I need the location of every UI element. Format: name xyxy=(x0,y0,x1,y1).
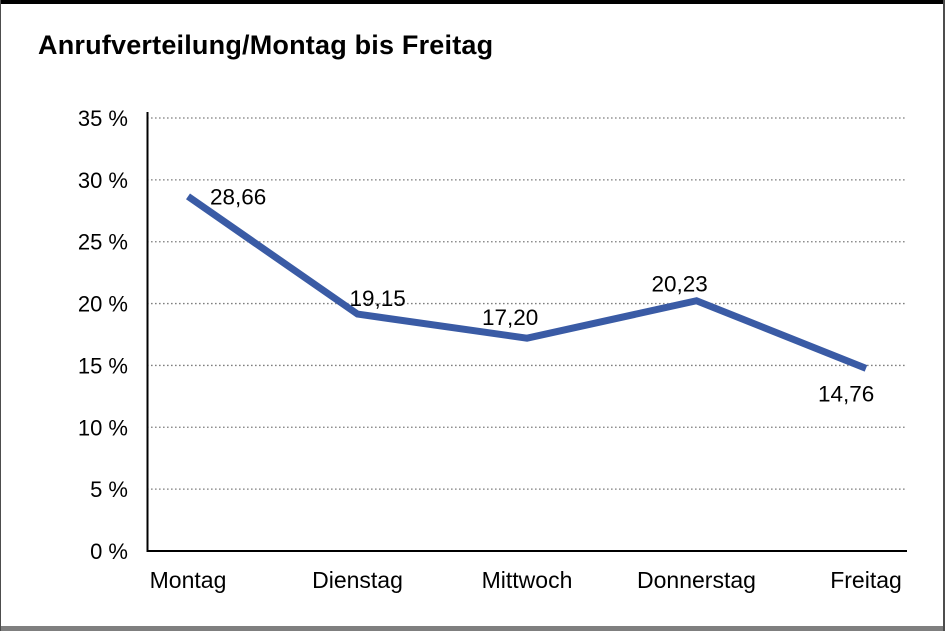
y-axis-tick-label: 35 % xyxy=(78,106,128,131)
x-axis-category-label: Montag xyxy=(150,567,227,593)
y-axis-tick-label: 0 % xyxy=(90,539,128,564)
data-label: 14,76 xyxy=(818,381,874,406)
frame-right-border xyxy=(943,0,945,631)
x-axis-category-label: Dienstag xyxy=(312,567,403,593)
data-series-line xyxy=(186,193,868,372)
y-axis-tick-label: 10 % xyxy=(78,415,128,440)
frame-top-border xyxy=(0,0,945,4)
data-label: 28,66 xyxy=(210,184,266,209)
y-axis-tick-label: 5 % xyxy=(90,477,128,502)
data-label: 20,23 xyxy=(652,272,708,297)
y-axis-tick-label: 25 % xyxy=(78,230,128,255)
x-axis-category-label: Mittwoch xyxy=(482,567,573,593)
y-axis-tick-label: 20 % xyxy=(78,292,128,317)
y-axis-tick-label: 15 % xyxy=(78,353,128,378)
y-axis-tick-label: 30 % xyxy=(78,168,128,193)
x-axis-category-label: Freitag xyxy=(830,567,902,593)
x-axis-category-label: Donnerstag xyxy=(637,567,756,593)
data-label: 19,15 xyxy=(350,286,406,311)
frame-left-border xyxy=(0,0,1,631)
frame-bottom-border xyxy=(0,626,945,631)
data-label: 17,20 xyxy=(482,305,538,330)
chart-title: Anrufverteilung/Montag bis Freitag xyxy=(38,30,494,60)
